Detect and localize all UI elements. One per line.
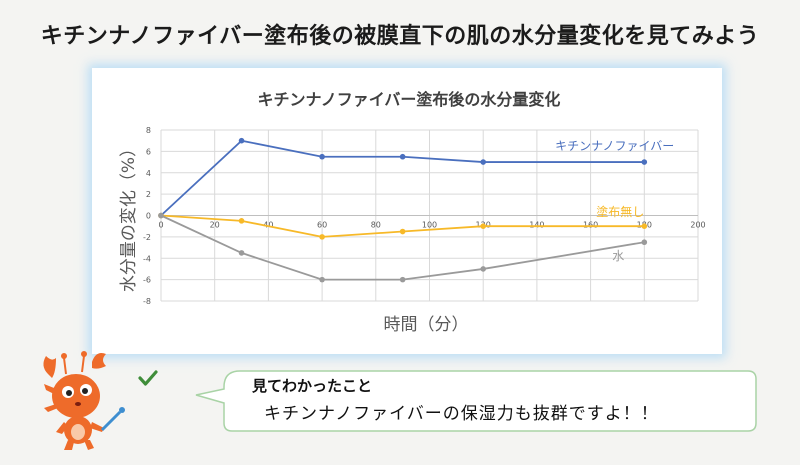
y-tick-label: -8 [143, 297, 151, 306]
data-point [399, 228, 406, 235]
series-line [160, 139, 645, 217]
data-point [480, 223, 487, 229]
series-line [160, 214, 645, 238]
data-point [238, 218, 245, 224]
y-tick-label: 2 [146, 190, 151, 199]
x-tick-label: 80 [371, 221, 381, 230]
gridlines [160, 129, 699, 302]
crab-mascot-icon [43, 351, 125, 450]
x-tick-label: 160 [583, 221, 598, 230]
chart-title: キチンナノファイバー塗布後の水分量変化 [258, 90, 561, 109]
data-point [319, 153, 325, 160]
y-tick-label: 8 [146, 126, 151, 135]
x-axis-label: 時間（分） [384, 315, 469, 335]
y-tick-label: 4 [146, 169, 151, 178]
chart-card: キチンナノファイバー塗布後の水分量変化 水分量の変化（%） 時間（分） 8 6 4 2… [92, 68, 722, 354]
y-axis-label: 水分量の変化（%） [119, 140, 139, 292]
x-tick-label: 60 [317, 221, 327, 230]
data-point [319, 276, 325, 283]
speech-bubble-shape [195, 370, 757, 432]
data-point [641, 159, 648, 165]
x-tick-label: 200 [690, 221, 705, 230]
y-tick-label: 0 [146, 212, 151, 221]
callout-heading: 見てわかったこと [252, 377, 373, 395]
data-point [641, 239, 648, 246]
y-tick-label: -2 [143, 233, 151, 242]
y-tick-label: -4 [143, 254, 151, 263]
series-label: キチンナノファイバー [555, 139, 674, 153]
check-icon [138, 370, 158, 386]
y-tick-label: -6 [143, 276, 151, 285]
data-point [319, 234, 325, 240]
data-point [641, 223, 648, 229]
x-tick-label: 40 [263, 221, 273, 230]
x-tick-label: 100 [422, 221, 437, 230]
x-tick-label: 0 [158, 221, 163, 230]
data-point [480, 159, 487, 165]
page-title: キチンナノファイバー塗布後の被膜直下の肌の水分量変化を見てみよう [40, 24, 760, 49]
series-2 [158, 212, 648, 283]
series-line [160, 214, 645, 281]
y-tick-label: 6 [146, 147, 151, 156]
data-point [399, 276, 406, 283]
data-point [158, 212, 164, 219]
series-group [158, 137, 648, 283]
series-1 [158, 212, 648, 240]
line-chart: キチンナノファイバー塗布後の水分量変化 水分量の変化（%） 時間（分） 8 6 4 2… [119, 90, 706, 335]
data-point [399, 153, 406, 160]
series-label: 水 [612, 249, 624, 263]
data-point [238, 137, 245, 144]
series-label: 塗布無し [596, 204, 644, 219]
x-tick-label: 140 [529, 221, 544, 230]
data-point [480, 266, 487, 272]
callout-box: 見てわかったこと キチンナノファイバーの保湿力も抜群ですよ！！ [138, 369, 758, 432]
data-point [238, 250, 245, 256]
callout-body: キチンナノファイバーの保湿力も抜群ですよ！！ [264, 404, 659, 424]
x-tick-label: 20 [210, 221, 220, 230]
